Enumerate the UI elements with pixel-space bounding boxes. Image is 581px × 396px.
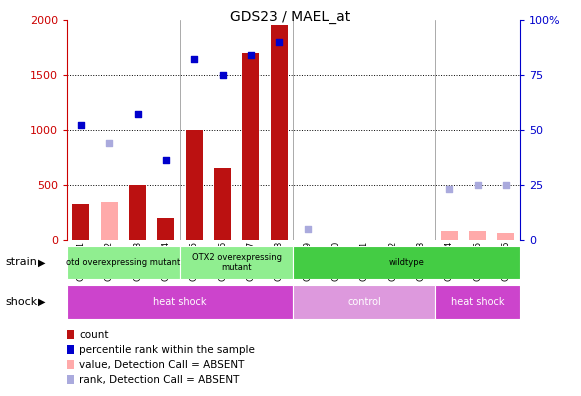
Point: [105, 140, 114, 146]
Bar: [435, 285, 520, 319]
Text: shock: shock: [6, 297, 38, 307]
Text: percentile rank within the sample: percentile rank within the sample: [79, 345, 255, 355]
Point: [473, 181, 482, 188]
Text: OTX2 overexpressing
mutant: OTX2 overexpressing mutant: [192, 253, 282, 272]
Bar: [67, 246, 180, 279]
Point: [501, 181, 511, 188]
Text: GDS23 / MAEL_at: GDS23 / MAEL_at: [231, 10, 350, 24]
Bar: [214, 168, 231, 240]
Point: [133, 111, 142, 118]
Bar: [73, 204, 89, 240]
Bar: [186, 129, 203, 240]
Text: heat shock: heat shock: [153, 297, 207, 307]
Bar: [271, 25, 288, 240]
Point: [218, 72, 227, 78]
Point: [189, 56, 199, 63]
Text: ▶: ▶: [38, 257, 45, 267]
Bar: [180, 246, 293, 279]
Bar: [157, 217, 174, 240]
Point: [162, 157, 171, 164]
Bar: [440, 231, 458, 240]
Text: heat shock: heat shock: [451, 297, 504, 307]
Text: ▶: ▶: [38, 297, 45, 307]
Bar: [67, 285, 293, 319]
Point: [246, 52, 256, 58]
Text: rank, Detection Call = ABSENT: rank, Detection Call = ABSENT: [79, 375, 239, 385]
Text: count: count: [79, 329, 109, 340]
Point: [76, 122, 85, 128]
Bar: [497, 233, 514, 240]
Point: [444, 186, 454, 192]
Text: control: control: [347, 297, 381, 307]
Bar: [293, 246, 520, 279]
Bar: [293, 285, 435, 319]
Text: strain: strain: [6, 257, 38, 267]
Bar: [101, 202, 118, 240]
Bar: [469, 231, 486, 240]
Bar: [129, 185, 146, 240]
Point: [275, 38, 284, 45]
Text: otd overexpressing mutant: otd overexpressing mutant: [66, 258, 181, 267]
Point: [303, 225, 312, 232]
Text: value, Detection Call = ABSENT: value, Detection Call = ABSENT: [79, 360, 245, 370]
Text: wildtype: wildtype: [389, 258, 425, 267]
Bar: [242, 53, 259, 240]
